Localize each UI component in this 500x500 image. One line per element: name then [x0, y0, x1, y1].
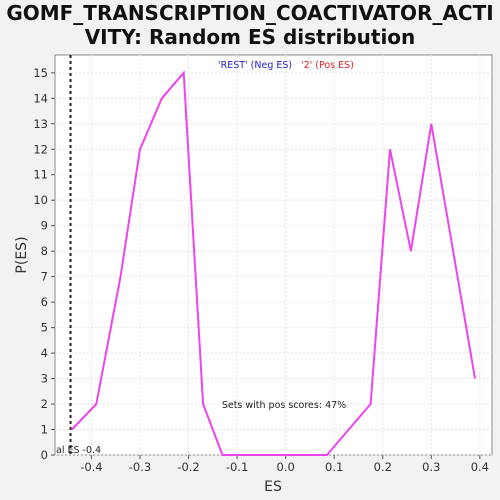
- y-tick-label: 3: [41, 372, 48, 386]
- chart-title-line-2: VITY: Random ES distribution: [85, 25, 416, 49]
- x-axis-label: ES: [264, 479, 282, 495]
- chart-title-line-1: GOMF_TRANSCRIPTION_COACTIVATOR_ACTI: [6, 1, 493, 25]
- y-tick-label: 1: [41, 423, 48, 437]
- x-tick-label: 0.2: [374, 460, 392, 474]
- x-tick-label: 0.4: [471, 460, 489, 474]
- y-tick-label: 10: [33, 193, 48, 207]
- y-axis-label: P(ES): [14, 236, 30, 273]
- x-tick-label: 0.3: [422, 460, 440, 474]
- y-tick-label: 5: [41, 321, 48, 335]
- grid-lines: [55, 55, 492, 456]
- x-tick-label: -0.1: [226, 460, 248, 474]
- actual-es-label: al ES -0.4: [56, 445, 101, 456]
- y-tick-label: 9: [41, 219, 48, 233]
- x-tick-label: -0.4: [80, 460, 102, 474]
- pos-scores-annotation: Sets with pos scores: 47%: [222, 400, 346, 411]
- y-tick-label: 11: [33, 168, 48, 182]
- series-group: [71, 70, 476, 456]
- y-tick-label: 4: [41, 346, 48, 360]
- x-tick-label: 0.0: [276, 460, 294, 474]
- x-tick-label: -0.2: [177, 460, 199, 474]
- legend-entry-rest-neg-es: 'REST' (Neg ES): [218, 60, 292, 71]
- plot-area: [54, 54, 493, 456]
- y-tick-label: 7: [41, 270, 48, 284]
- legend-entry-2-pos-es: '2' (Pos ES): [301, 60, 354, 71]
- y-tick-label: 6: [41, 295, 48, 309]
- y-tick-label: 2: [41, 397, 48, 411]
- y-tick-label: 13: [33, 117, 48, 131]
- y-tick-label: 14: [33, 91, 48, 105]
- x-tick-label: -0.3: [129, 460, 151, 474]
- y-tick-label: 0: [41, 448, 48, 462]
- series-line: [71, 70, 476, 456]
- y-tick-label: 15: [33, 66, 48, 80]
- x-axis-ticks: -0.4 -0.3 -0.2 -0.1 0.0 0.1 0.2 0.3 0.4: [80, 455, 489, 474]
- y-tick-label: 12: [33, 142, 48, 156]
- y-tick-label: 8: [41, 244, 48, 258]
- x-tick-label: 0.1: [325, 460, 343, 474]
